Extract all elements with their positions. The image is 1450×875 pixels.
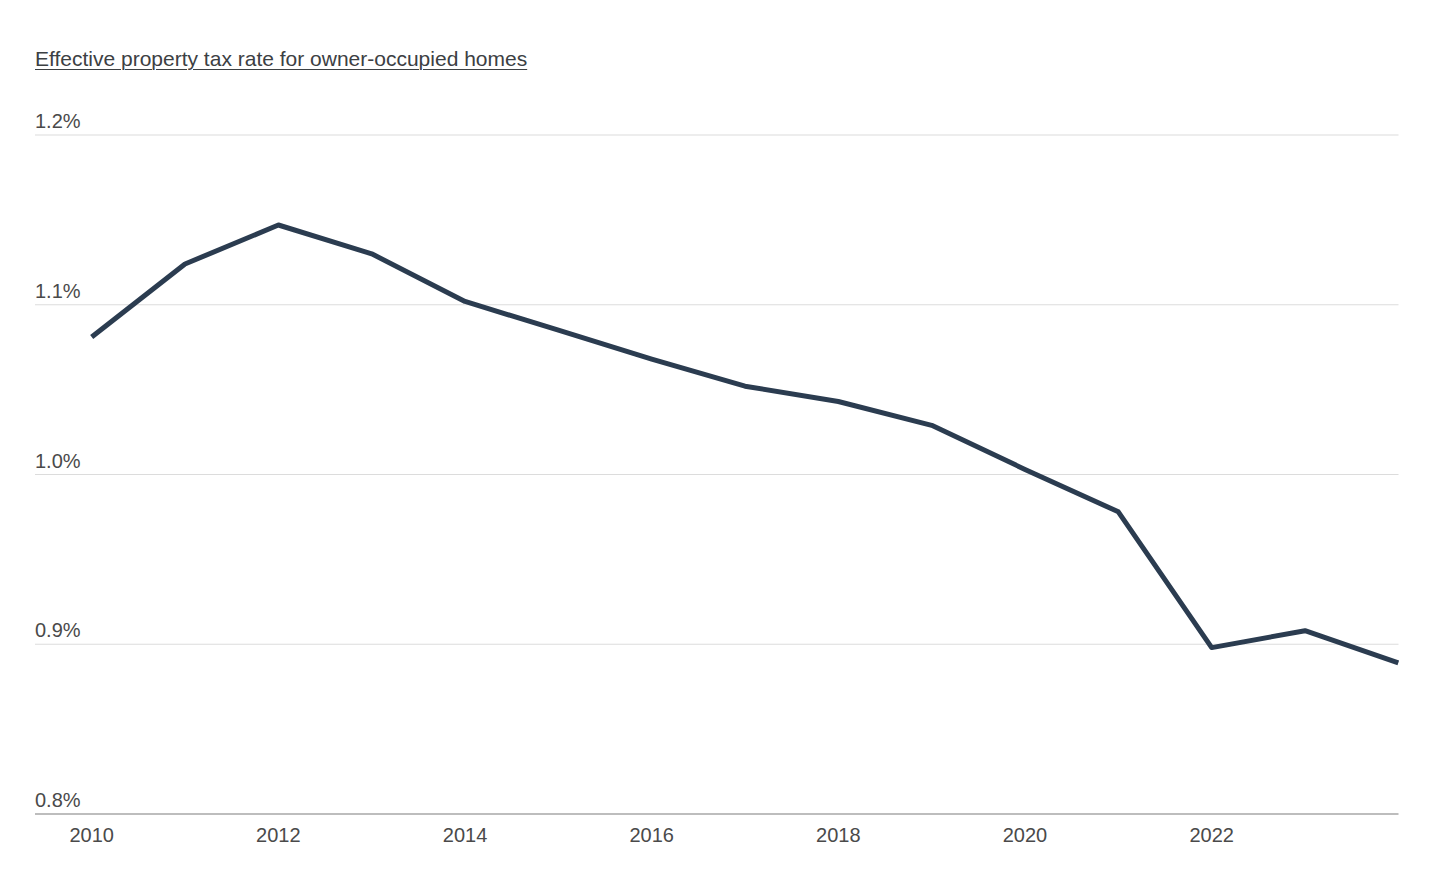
- gridlines-layer: [35, 135, 1399, 814]
- y-axis-tick-label: 0.9%: [35, 619, 81, 641]
- y-axis-tick-label: 1.0%: [35, 450, 81, 472]
- chart-container: Effective property tax rate for owner-oc…: [0, 0, 1450, 875]
- y-axis-tick-label: 1.2%: [35, 110, 81, 132]
- x-axis-tick-label: 2018: [816, 824, 861, 846]
- x-axis-tick-label: 2012: [256, 824, 301, 846]
- x-axis-tick-label: 2010: [69, 824, 114, 846]
- axis-labels-layer: 1.2% 1.1% 1.0% 0.9% 0.8% 2010 2012 2014 2016 2018…: [35, 110, 1234, 846]
- x-axis-tick-label: 2014: [443, 824, 488, 846]
- x-axis-tick-label: 2020: [1003, 824, 1048, 846]
- data-series-layer: [92, 225, 1399, 663]
- y-axis-tick-label: 1.1%: [35, 280, 81, 302]
- line-chart-plot-area: 1.2% 1.1% 1.0% 0.9% 0.8% 2010 2012 2014 2016 2018…: [0, 0, 1450, 875]
- x-axis-tick-label: 2022: [1189, 824, 1234, 846]
- property-tax-rate-line: [92, 225, 1399, 663]
- x-axis-tick-label: 2016: [629, 824, 674, 846]
- y-axis-tick-label: 0.8%: [35, 789, 81, 811]
